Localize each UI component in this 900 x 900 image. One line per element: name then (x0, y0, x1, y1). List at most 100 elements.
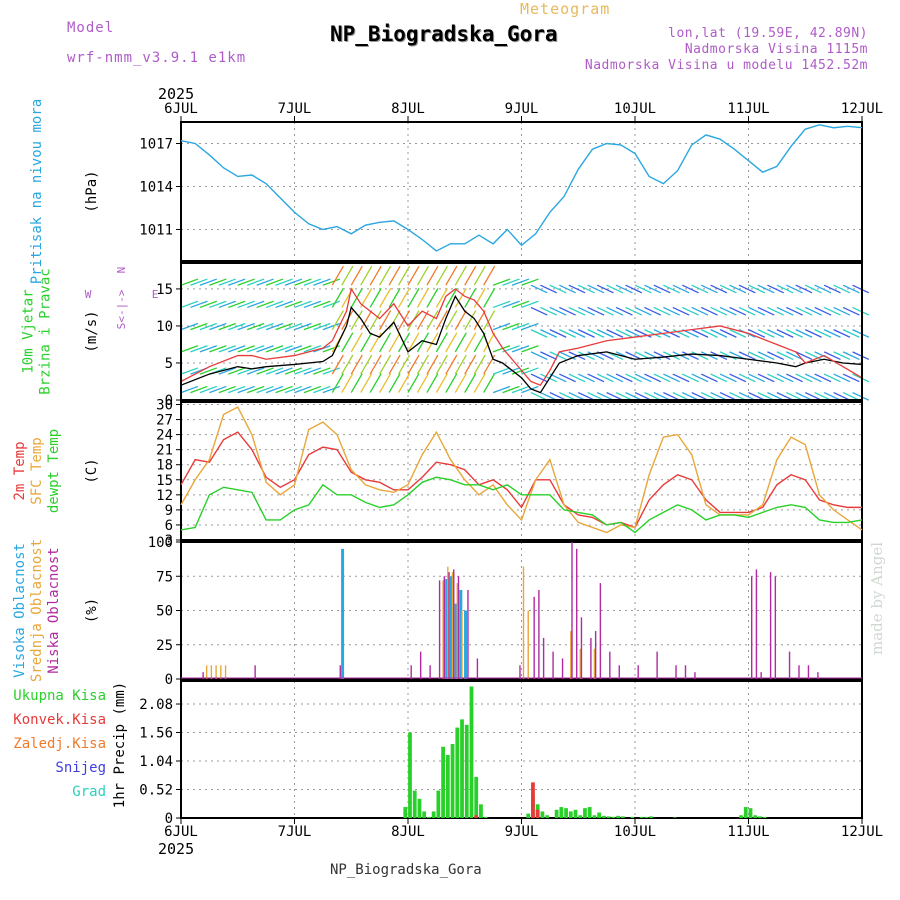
precip-total-bar (644, 816, 649, 818)
wind-arrow (748, 373, 766, 383)
clouds-low-bar (637, 665, 639, 679)
wind-arrow (435, 310, 448, 330)
wind-arrow (209, 278, 227, 286)
wind-arrow (559, 329, 576, 338)
clouds-mid-bar (522, 566, 525, 679)
clouds-low-bar (519, 665, 521, 679)
time-label-top: 6JUL (164, 101, 198, 117)
wind-arrow (833, 329, 851, 338)
wind-arrow (294, 300, 312, 309)
wind-arrow (502, 300, 520, 309)
wind-arrow (369, 373, 382, 393)
wind-arrow (587, 329, 605, 338)
wind-arrow (710, 329, 728, 338)
wind-arrow (625, 351, 643, 361)
precip-total-bar (540, 811, 545, 818)
clouds-low-bar (769, 572, 772, 679)
wind-arrow (388, 373, 401, 393)
precip-total-bar (649, 816, 654, 818)
wind-arrow (615, 373, 633, 383)
precip-unit: 1hr Precip (mm) (112, 682, 128, 808)
clouds-low-bar (590, 637, 592, 679)
wind-arrow (228, 278, 246, 286)
wind-arrow (483, 265, 496, 286)
wind-arrow (540, 373, 558, 383)
temperature-label: SFC Temp (29, 437, 45, 504)
wind-arrow (265, 367, 284, 375)
wind-arrow (473, 265, 486, 286)
meteogram-label: Meteogram (520, 0, 611, 18)
wind-arrow (672, 373, 690, 383)
precip-total-bar (427, 816, 431, 818)
wind-arrow (360, 310, 373, 330)
precip-total-bar (417, 798, 422, 818)
clouds-low-bar (656, 651, 658, 679)
wind-arrow (738, 284, 756, 294)
precip-conv-bar (531, 782, 535, 818)
wind-arrow (852, 306, 870, 316)
clouds-low-bar (542, 637, 545, 679)
wind-arrow (719, 392, 737, 401)
wind-arrow (606, 392, 624, 401)
model-name: wrf-nmm_v3.9.1 e1km (67, 50, 247, 66)
clouds-mid-bar (220, 665, 222, 679)
wind-arrow (180, 385, 199, 394)
wind-arrow (303, 385, 322, 394)
clouds-low-bar (438, 580, 441, 679)
wind-arrow (615, 392, 633, 401)
wind-arrow (313, 300, 331, 309)
wind-arrow (341, 310, 354, 330)
wind-arrow (369, 265, 382, 286)
wind-arrow (729, 306, 747, 316)
wind-arrow (492, 300, 511, 309)
wind-arrow (275, 385, 293, 394)
wind-arrow (397, 265, 411, 286)
wind-arrow (473, 354, 486, 375)
station-title: NP_Biogradska_Gora (330, 22, 558, 46)
y-tick-label: 75 (156, 569, 173, 585)
y-tick-label: 10 (156, 319, 173, 335)
compass-line: <-|-> (115, 289, 128, 322)
wind-arrow (672, 306, 690, 316)
compass-s: S (115, 323, 128, 330)
wind-arrow (492, 345, 511, 353)
wind-arrow (738, 392, 756, 401)
wind-arrow (606, 306, 624, 316)
precip-total-bar (587, 807, 592, 818)
wind-arrow (644, 284, 662, 294)
wind-arrow (502, 367, 520, 375)
wind-arrow (682, 392, 699, 401)
clouds-high-bar (445, 578, 449, 679)
wind-arrow (483, 373, 496, 393)
wind-arrow (795, 284, 813, 294)
wind-arrow (767, 373, 785, 383)
wind-arrow (199, 322, 218, 331)
wind-arrow (275, 322, 293, 331)
precip-total-bar (606, 816, 611, 818)
temperature-frame (180, 401, 863, 541)
wind-arrow (786, 329, 803, 338)
precip-total-bar (564, 808, 568, 818)
wind-arrow (473, 332, 486, 353)
wind-arrow (587, 373, 605, 383)
clouds-low-bar (807, 665, 810, 679)
wind-arrow (710, 284, 728, 294)
wind-arrow (710, 306, 728, 316)
wind-arrow (454, 373, 467, 393)
wind-arrow (379, 310, 392, 330)
wind-arrow (842, 284, 860, 294)
time-label-bottom: 10JUL (614, 824, 656, 840)
precip-total-bar (762, 816, 767, 818)
wind-arrow (842, 351, 860, 361)
wind-arrow (426, 310, 439, 330)
compass-e: E (152, 288, 159, 301)
wind-arrow (303, 345, 322, 353)
wind-arrow (833, 351, 851, 361)
wind-arrow (823, 392, 841, 401)
wind-arrow (199, 385, 218, 394)
wind-arrow (767, 329, 785, 338)
time-label-top: 8JUL (391, 101, 425, 117)
wind-arrow (331, 310, 344, 330)
wind-arrow (615, 329, 633, 338)
clouds-low-bar (760, 672, 762, 679)
